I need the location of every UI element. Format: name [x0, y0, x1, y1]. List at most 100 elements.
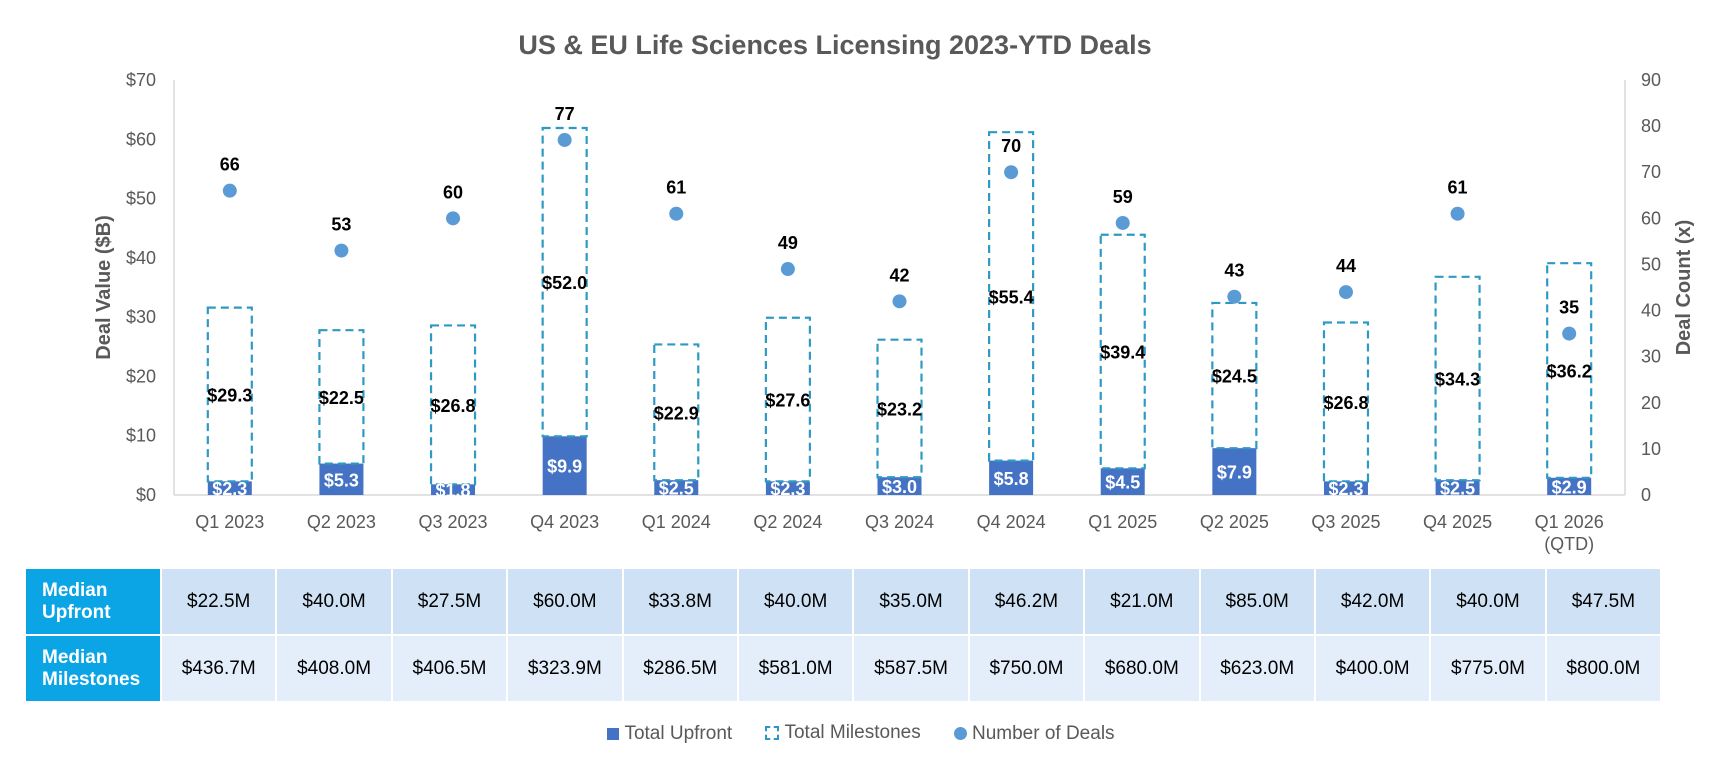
upfront-value-label: $9.9 — [547, 457, 582, 477]
legend-milestones-label: Total Milestones — [784, 722, 921, 743]
milestones-value-label: $34.3 — [1435, 370, 1480, 390]
legend-item-upfront: Total Upfront — [607, 723, 732, 745]
x-tick-label: (QTD) — [1544, 534, 1594, 554]
x-tick-label: Q4 2023 — [530, 512, 599, 532]
y2-tick-label: 40 — [1641, 301, 1661, 321]
median-milestones-cell: $406.5M — [390, 634, 509, 703]
median-milestones-cell: $286.5M — [621, 634, 739, 703]
median-milestones-cell: $775.0M — [1429, 634, 1547, 703]
y-tick-label: $40 — [126, 248, 156, 268]
upfront-swatch-icon — [607, 728, 620, 740]
milestones-bar — [1434, 275, 1481, 482]
y2-tick-label: 80 — [1641, 116, 1661, 136]
upfront-value-label: $4.5 — [1105, 473, 1140, 493]
deal-count-dot — [1562, 326, 1577, 341]
upfront-bar — [877, 477, 922, 495]
upfront-bar — [207, 481, 252, 495]
milestones-value-label: $26.8 — [1323, 393, 1368, 413]
y2-tick-label: 10 — [1641, 439, 1661, 459]
milestones-bar — [1322, 321, 1370, 483]
upfront-bar — [1100, 468, 1145, 495]
deal-count-label: 35 — [1559, 298, 1579, 318]
milestones-value-label: $23.2 — [877, 399, 922, 419]
y-tick-label: $70 — [126, 70, 156, 90]
upfront-value-label: $2.3 — [770, 479, 805, 499]
median-milestones-cell: $436.7M — [159, 634, 278, 703]
x-tick-label: Q4 2025 — [1423, 512, 1492, 532]
upfront-value-label: $7.9 — [1217, 463, 1252, 483]
y2-tick-label: 90 — [1641, 70, 1661, 90]
y-tick-label: $0 — [136, 485, 156, 505]
deal-count-label: 60 — [443, 182, 463, 202]
x-tick-label: Q3 2024 — [865, 512, 934, 532]
milestones-bar — [318, 329, 365, 465]
upfront-bar — [1323, 481, 1368, 495]
median-upfront-cell: $42.0M — [1313, 567, 1432, 636]
median-milestones-cell: $400.0M — [1313, 634, 1432, 703]
chart-title: US & EU Life Sciences Licensing 2023-YTD… — [518, 30, 1151, 60]
milestones-value-label: $22.5 — [319, 388, 364, 408]
milestones-value-label: $26.8 — [431, 396, 476, 416]
upfront-value-label: $5.8 — [994, 469, 1029, 489]
legend-item-deals: Number of Deals — [953, 723, 1115, 745]
upfront-value-label: $2.5 — [1440, 479, 1475, 499]
y2-tick-label: 0 — [1641, 485, 1651, 505]
deal-count-dot — [1115, 215, 1130, 230]
milestones-value-label: $36.2 — [1547, 362, 1592, 382]
median-milestones-label: Median Milestones — [24, 634, 162, 703]
y2-tick-label: 30 — [1641, 347, 1661, 367]
x-tick-label: Q4 2024 — [977, 512, 1046, 532]
deal-value-chart: US & EU Life Sciences Licensing 2023-YTD… — [93, 30, 1695, 554]
median-milestones-cell: $587.5M — [852, 634, 970, 703]
legend-item-milestones: Total Milestones — [765, 722, 921, 744]
median-upfront-cell: $46.2M — [967, 567, 1086, 636]
deal-count-label: 66 — [220, 155, 240, 175]
upfront-bar — [431, 484, 476, 495]
x-tick-label: Q1 2026 — [1535, 512, 1604, 532]
milestones-swatch-icon — [765, 726, 780, 740]
upfront-bar — [989, 460, 1034, 495]
deal-count-label: 59 — [1113, 187, 1133, 207]
deal-count-dot — [222, 183, 237, 198]
deals-dot-icon — [953, 727, 967, 740]
upfront-bar — [654, 480, 699, 495]
upfront-value-label: $2.5 — [659, 479, 694, 499]
x-tick-label: Q1 2023 — [195, 512, 264, 532]
deal-count-label: 43 — [1224, 261, 1244, 281]
milestones-value-label: $55.4 — [989, 287, 1034, 307]
milestones-bar — [1211, 301, 1258, 450]
median-upfront-cell: $27.5M — [390, 567, 509, 636]
upfront-bar — [1547, 477, 1592, 495]
deal-count-label: 70 — [1001, 136, 1021, 156]
median-deal-table: Median Upfront $22.5M $40.0M $27.5M $60.… — [24, 567, 1663, 703]
median-upfront-cell: $85.0M — [1198, 567, 1316, 636]
y2-tick-label: 50 — [1641, 254, 1661, 274]
median-milestones-cell: $680.0M — [1083, 634, 1201, 703]
median-milestones-row: Median Milestones $436.7M $408.0M $406.5… — [24, 634, 1663, 703]
deal-count-dot — [780, 262, 795, 277]
deal-count-label: 44 — [1336, 256, 1356, 276]
x-tick-label: Q1 2025 — [1088, 512, 1157, 532]
deal-count-dot — [334, 243, 349, 258]
y-tick-label: $50 — [126, 189, 156, 209]
median-upfront-cell: $47.5M — [1544, 567, 1663, 636]
median-milestones-cell: $750.0M — [967, 634, 1086, 703]
x-tick-label: Q1 2024 — [642, 512, 711, 532]
upfront-value-label: $1.8 — [436, 481, 471, 501]
median-upfront-row: Median Upfront $22.5M $40.0M $27.5M $60.… — [24, 567, 1663, 636]
x-tick-label: Q2 2023 — [307, 512, 376, 532]
deal-count-dot — [1004, 165, 1019, 180]
milestones-value-label: $22.9 — [654, 403, 699, 423]
median-upfront-label: Median Upfront — [24, 567, 162, 636]
milestones-bar — [541, 126, 588, 438]
median-upfront-cell: $40.0M — [736, 567, 855, 636]
upfront-bar — [1212, 448, 1257, 495]
milestones-value-label: $29.3 — [207, 386, 252, 406]
y-tick-label: $60 — [126, 129, 156, 149]
median-milestones-cell: $323.9M — [506, 634, 624, 703]
deal-count-dot — [669, 206, 684, 221]
milestones-value-label: $52.0 — [542, 273, 587, 293]
deal-count-label: 53 — [331, 215, 351, 235]
milestones-value-label: $39.4 — [1100, 343, 1145, 363]
median-upfront-cell: $33.8M — [621, 567, 739, 636]
